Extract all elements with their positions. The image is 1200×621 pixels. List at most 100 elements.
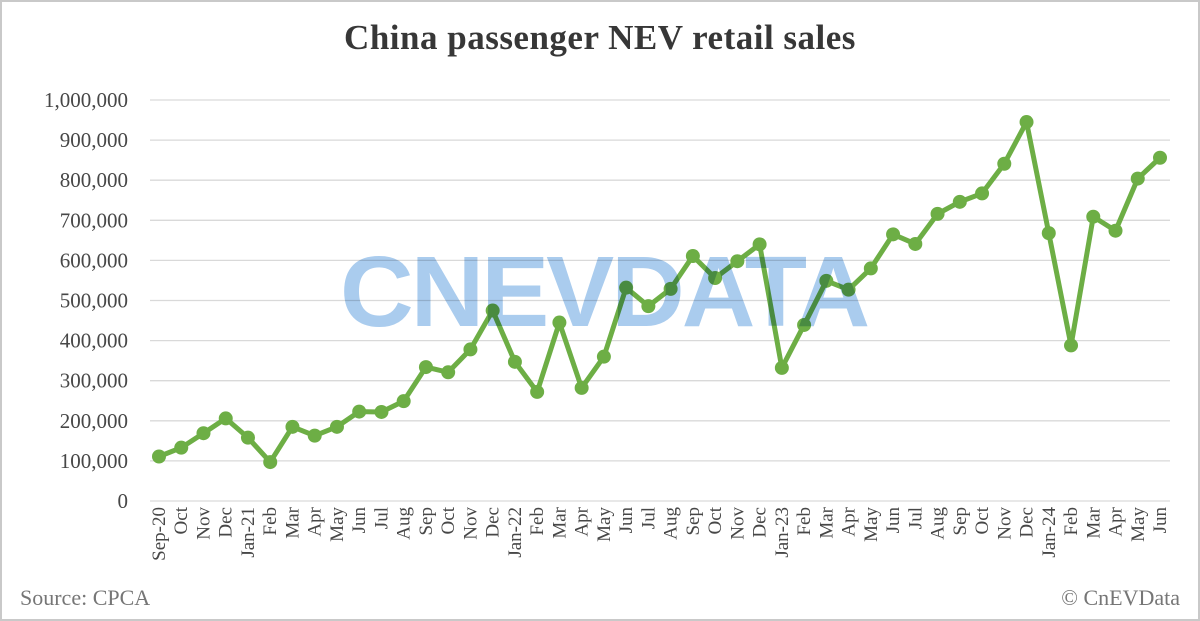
x-axis-tick-label: Feb	[260, 507, 281, 536]
data-point-marker	[552, 315, 567, 330]
y-axis-tick-label: 800,000	[60, 168, 128, 192]
x-axis-tick-label: Aug	[394, 507, 415, 540]
data-point-marker	[997, 156, 1012, 171]
data-point-marker	[352, 404, 367, 419]
x-axis-tick-label: May	[327, 507, 348, 542]
data-point-marker	[1130, 171, 1145, 186]
data-point-marker	[329, 419, 344, 434]
data-point-marker	[152, 449, 166, 464]
x-axis-tick-label: Nov	[994, 507, 1015, 540]
data-point-marker	[1086, 209, 1101, 224]
y-axis-tick-label: 100,000	[60, 449, 128, 473]
data-point-marker	[441, 365, 456, 380]
x-axis-tick-label: Nov	[460, 507, 481, 540]
y-axis-tick-label: 200,000	[60, 409, 128, 433]
x-axis-tick-label: Mar	[1083, 506, 1104, 538]
x-axis-tick-label: Dec	[483, 507, 504, 538]
data-point-marker	[1019, 115, 1034, 130]
data-point-marker	[396, 394, 411, 409]
data-point-marker	[574, 380, 589, 395]
y-axis-tick-label: 1,000,000	[44, 88, 128, 112]
data-point-marker	[285, 419, 300, 434]
x-axis-tick-label: May	[861, 507, 882, 542]
x-axis-tick-label: Apr	[1106, 506, 1127, 536]
data-point-marker	[485, 303, 500, 318]
x-axis-tick-label: Sep	[416, 507, 437, 536]
x-axis-tick-label: Dec	[750, 507, 771, 538]
data-point-marker	[774, 360, 789, 375]
data-point-marker	[863, 261, 878, 276]
x-axis-tick-label: Oct	[972, 506, 993, 534]
x-axis-tick-label: Dec	[1017, 507, 1038, 538]
x-axis-tick-label: Nov	[727, 507, 748, 540]
data-point-marker	[596, 349, 611, 364]
data-point-marker	[1153, 150, 1167, 165]
x-axis-tick-label: Apr	[839, 506, 860, 536]
x-axis-tick-label: Jan-21	[238, 507, 259, 558]
data-point-marker	[619, 280, 634, 295]
data-point-marker	[240, 430, 255, 445]
data-point-marker	[174, 440, 189, 455]
data-point-marker	[708, 271, 723, 286]
copyright-note: © CnEVData	[1061, 585, 1180, 610]
data-point-marker	[975, 186, 990, 201]
x-axis-tick-label: Jan-22	[505, 507, 526, 558]
x-axis-tick-label: Sep-20	[149, 507, 170, 561]
cnevdata-watermark: CNEVDATA	[340, 236, 870, 348]
x-axis-tick-label: Jun	[1150, 507, 1171, 534]
x-axis-tick-label: Sep	[950, 507, 971, 536]
data-point-marker	[1064, 338, 1079, 353]
data-point-marker	[263, 455, 278, 470]
data-point-marker	[418, 360, 433, 375]
x-axis-tick-label: May	[1128, 507, 1149, 542]
x-axis-tick-label: Jan-23	[772, 507, 793, 558]
x-axis-tick-label: Jul	[371, 507, 392, 529]
x-axis-tick-label: Oct	[171, 506, 192, 534]
x-axis-tick-label: Jun	[616, 507, 637, 534]
data-point-marker	[752, 237, 767, 252]
x-axis-tick-label: Nov	[193, 507, 214, 540]
data-point-marker	[819, 273, 834, 288]
x-axis-tick-label: Apr	[305, 506, 326, 536]
x-axis-tick-label: Jun	[883, 507, 904, 534]
x-axis-tick-label: Dec	[216, 507, 237, 538]
x-axis-tick-label: Mar	[816, 506, 837, 538]
y-axis-tick-label: 600,000	[60, 248, 128, 272]
data-point-marker	[908, 236, 923, 251]
data-point-marker	[307, 428, 322, 443]
x-axis-tick-label: Jan-24	[1039, 507, 1060, 558]
x-axis-tick-label: Jul	[905, 507, 926, 529]
data-point-marker	[730, 254, 745, 269]
y-axis-tick-label: 700,000	[60, 208, 128, 232]
y-axis-tick-label: 300,000	[60, 369, 128, 393]
x-axis-tick-label: Apr	[572, 506, 593, 536]
x-axis-tick-label: Oct	[438, 506, 459, 534]
y-axis-tick-label: 400,000	[60, 329, 128, 353]
x-axis-tick-label: Feb	[1061, 507, 1082, 536]
data-point-marker	[218, 411, 233, 426]
x-axis-tick-label: Jul	[638, 507, 659, 529]
x-axis-tick-label: May	[594, 507, 615, 542]
source-note: Source: CPCA	[20, 585, 151, 610]
x-axis-tick-label: Aug	[928, 507, 949, 540]
data-point-marker	[685, 248, 700, 263]
data-point-marker	[530, 384, 545, 399]
data-point-marker	[1041, 226, 1056, 241]
y-axis-tick-label: 0	[118, 489, 129, 513]
chart-title: China passenger NEV retail sales	[344, 18, 856, 57]
x-axis-tick-label: Feb	[527, 507, 548, 536]
x-axis-tick-label: Mar	[549, 506, 570, 538]
data-point-marker	[663, 281, 678, 296]
x-axis-tick-label: Sep	[683, 507, 704, 536]
x-axis-tick-label: Feb	[794, 507, 815, 536]
x-axis-tick-label: Jun	[349, 507, 370, 534]
data-point-marker	[507, 354, 522, 369]
data-point-marker	[196, 426, 211, 441]
data-point-marker	[1108, 223, 1123, 238]
y-axis-tick-label: 900,000	[60, 128, 128, 152]
data-point-marker	[463, 342, 478, 357]
x-axis-tick-label: Aug	[661, 507, 682, 540]
x-axis-tick-label: Mar	[282, 506, 303, 538]
